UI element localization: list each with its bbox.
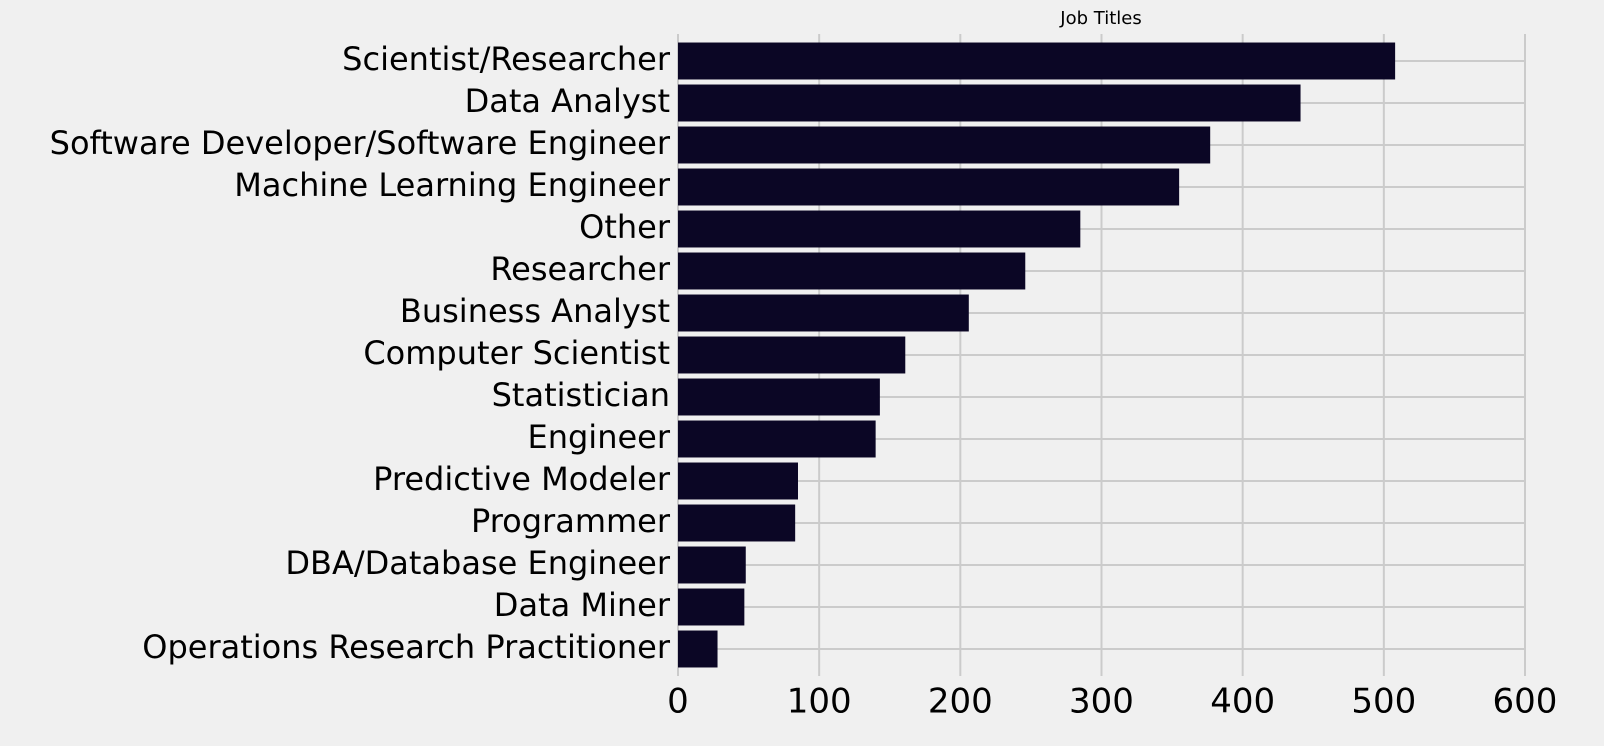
bar [678,252,1026,290]
bar [678,42,1396,80]
y-tick-label: Researcher [490,250,670,288]
bar [678,168,1180,206]
y-tick-label: Machine Learning Engineer [234,166,671,204]
x-tick-label: 300 [1069,682,1134,722]
y-tick-label: Operations Research Practitioner [142,628,671,666]
y-tick-label: Predictive Modeler [373,460,671,498]
chart-title: Job Titles [1059,8,1141,29]
x-tick-label: 500 [1351,682,1416,722]
bar [678,588,745,626]
bar [678,378,880,416]
bar [678,630,718,668]
bar [678,462,798,500]
bar [678,504,796,542]
bar [678,420,876,458]
y-tick-label: Business Analyst [400,292,670,330]
bar [678,336,906,374]
y-tick-label: Statistician [492,376,670,414]
bar [678,126,1211,164]
y-tick-label: Data Miner [494,586,671,624]
x-tick-label: 600 [1493,682,1558,722]
y-tick-label: Engineer [527,418,670,456]
x-tick-label: 100 [787,682,852,722]
y-tick-label: Scientist/Researcher [342,40,671,78]
bar [678,546,746,584]
y-tick-label: Computer Scientist [363,334,670,372]
y-tick-label: Other [579,208,671,246]
y-tick-label: DBA/Database Engineer [285,544,670,582]
bar [678,294,969,332]
bar [678,84,1301,122]
x-tick-label: 400 [1210,682,1275,722]
x-tick-label: 200 [928,682,993,722]
y-tick-label: Data Analyst [465,82,670,120]
x-tick-label: 0 [667,682,689,722]
y-tick-label: Programmer [471,502,671,540]
bar [678,210,1081,248]
y-tick-label: Software Developer/Software Engineer [50,124,671,162]
